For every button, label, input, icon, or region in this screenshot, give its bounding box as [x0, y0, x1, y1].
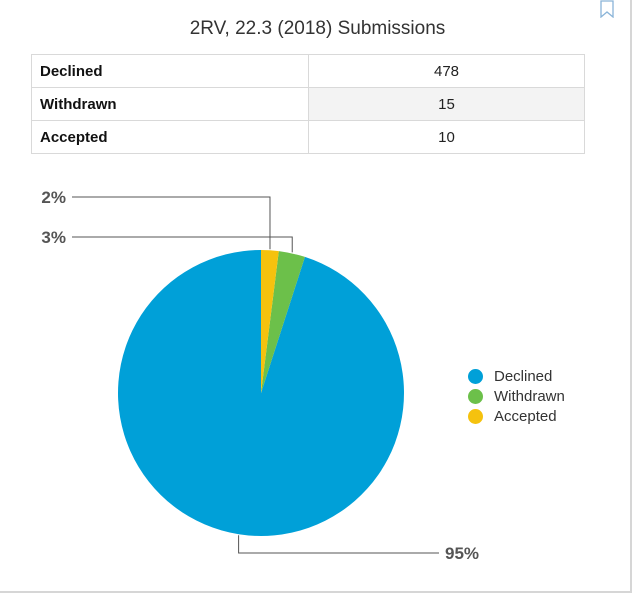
percent-label-declined: 95%: [445, 544, 479, 563]
row-value: 15: [308, 87, 585, 121]
submissions-table: Declined 478 Withdrawn 15 Accepted 10: [31, 54, 585, 154]
legend-swatch: [468, 388, 483, 404]
pie-slice-withdrawn[interactable]: [261, 251, 305, 393]
chart-title: 2RV, 22.3 (2018) Submissions: [189, 18, 446, 39]
leader-line: [238, 535, 439, 554]
legend-swatch: [468, 368, 483, 384]
row-label: Accepted: [31, 120, 309, 154]
legend-item[interactable]: Declined: [468, 366, 565, 386]
percent-label-accepted: 2%: [41, 188, 66, 207]
leader-line: [72, 196, 271, 250]
bookmark-icon[interactable]: [600, 0, 614, 18]
percent-label-withdrawn: 3%: [41, 228, 66, 247]
legend-swatch: [468, 408, 483, 424]
table-row: Accepted 10: [31, 120, 585, 154]
legend-item[interactable]: Withdrawn: [468, 386, 565, 406]
legend-label: Withdrawn: [494, 387, 565, 405]
legend-item[interactable]: Accepted: [468, 406, 565, 426]
table-row: Withdrawn 15: [31, 87, 585, 121]
legend-label: Accepted: [494, 407, 557, 425]
row-value: 10: [308, 120, 585, 154]
chart-legend: Declined Withdrawn Accepted: [468, 366, 565, 426]
leader-line: [72, 236, 293, 253]
pie-slice-accepted[interactable]: [261, 250, 279, 393]
legend-label: Declined: [494, 367, 553, 385]
